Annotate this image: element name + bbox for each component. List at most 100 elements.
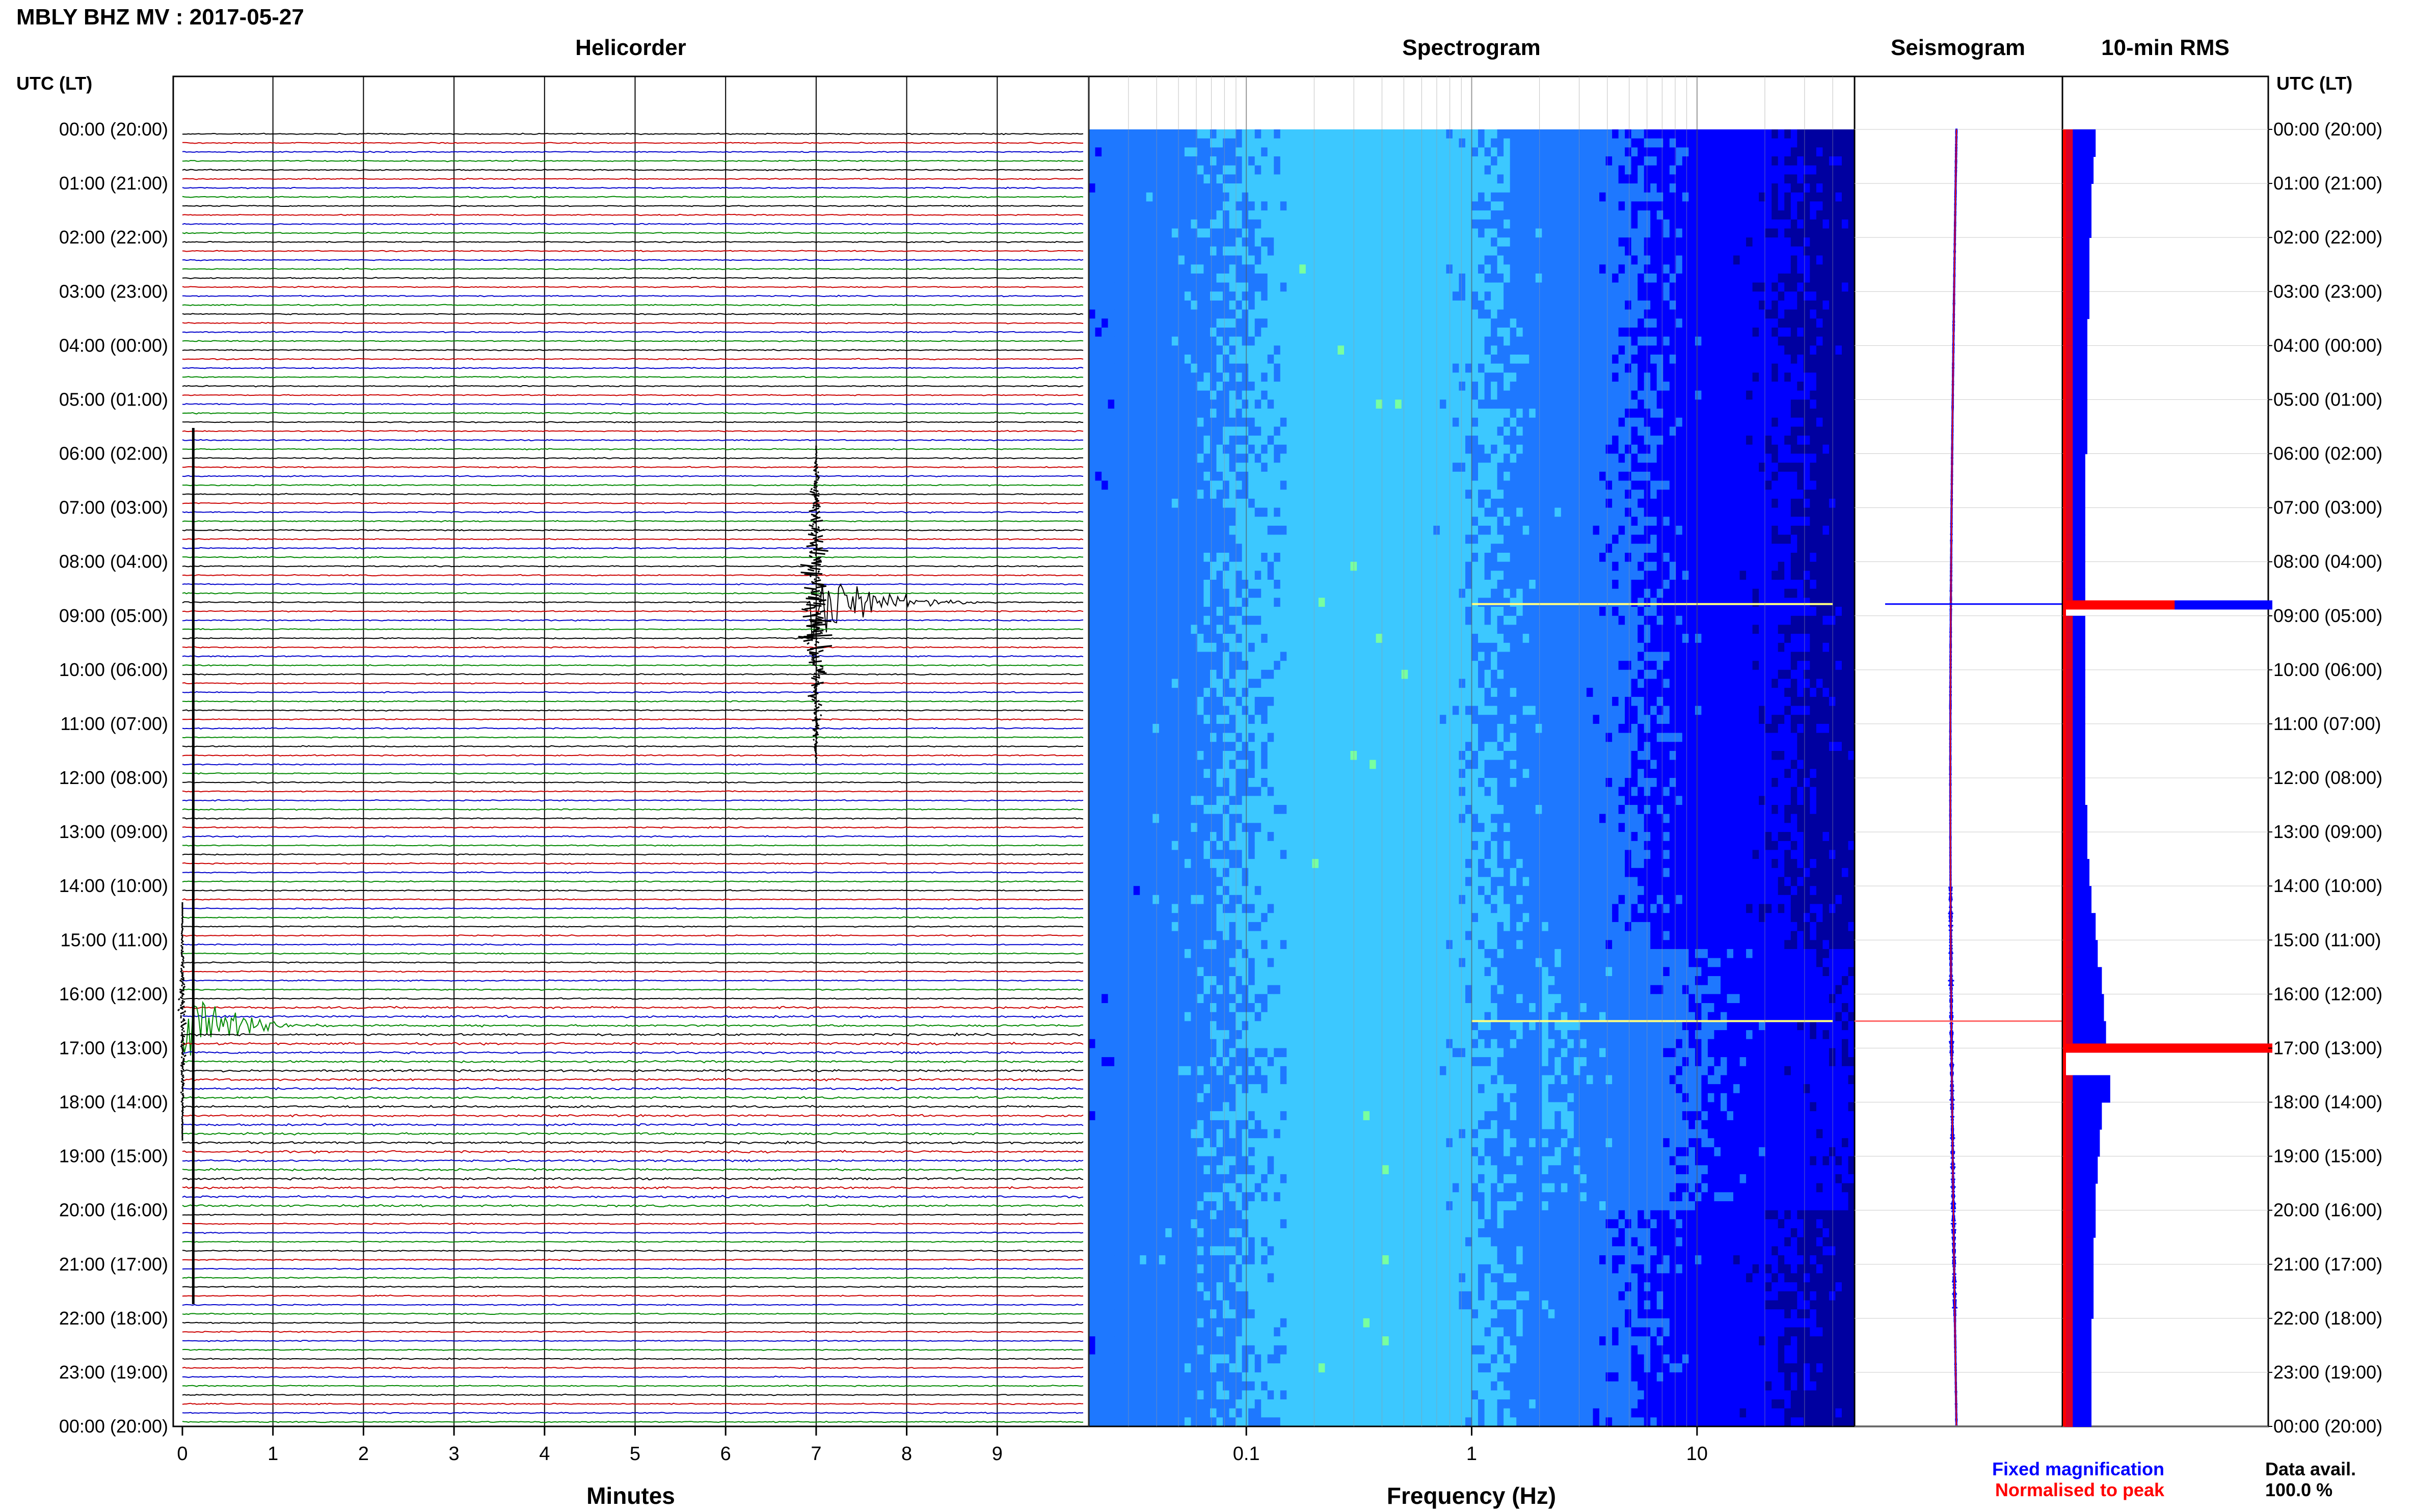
spectrogram-cell: [1261, 391, 1268, 400]
spectrogram-cell: [1280, 787, 1287, 797]
spectrogram-cell: [1293, 1084, 1300, 1094]
spectrogram-cell: [1165, 625, 1172, 634]
spectrogram-cell: [1255, 1201, 1262, 1211]
spectrogram-cell: [1121, 778, 1128, 788]
spectrogram-cell: [1293, 1165, 1300, 1175]
spectrogram-cell: [1217, 291, 1223, 301]
spectrogram-cell: [1121, 1165, 1128, 1175]
spectrogram-cell: [1274, 256, 1280, 265]
spectrogram-cell: [1191, 562, 1197, 572]
spectrogram-cell: [1102, 1336, 1108, 1346]
spectrogram-cell: [1197, 1390, 1204, 1400]
spectrogram-cell: [1210, 1255, 1217, 1265]
spectrogram-cell: [1261, 1066, 1268, 1076]
spectrogram-cell: [1140, 1291, 1146, 1301]
spectrogram-cell: [1185, 976, 1191, 986]
spectrogram-cell: [1127, 481, 1134, 491]
spectrogram-cell: [1134, 877, 1140, 887]
spectrogram-cell: [1134, 201, 1140, 211]
spectrogram-cell: [1274, 940, 1280, 950]
spectrogram-cell: [1172, 490, 1178, 499]
spectrogram-cell: [1255, 328, 1262, 337]
spectrogram-cell: [1185, 886, 1191, 896]
spectrogram-cell: [1242, 562, 1249, 572]
spectrogram-cell: [1268, 1030, 1274, 1040]
spectrogram-cell: [1255, 679, 1262, 689]
spectrogram-cell: [1140, 940, 1146, 950]
spectrogram-cell: [1210, 1210, 1217, 1220]
spectrogram-cell: [1248, 1409, 1255, 1418]
spectrogram-cell: [1255, 156, 1262, 166]
spectrogram-cell: [1159, 1156, 1166, 1166]
spectrogram-cell: [1121, 364, 1128, 373]
spectrogram-cell: [1089, 1120, 1095, 1130]
spectrogram-cell: [1268, 949, 1274, 959]
spectrogram-cell: [1210, 679, 1217, 689]
spectrogram-cell: [1274, 1355, 1280, 1364]
spectrogram-cell: [1223, 913, 1229, 923]
spectrogram-cell: [1127, 454, 1134, 464]
spectrogram-cell: [1261, 724, 1268, 734]
spectrogram-cell: [1108, 769, 1115, 778]
spectrogram-cell: [1280, 310, 1287, 319]
spectrogram-cell: [1242, 1264, 1249, 1274]
spectrogram-cell: [1152, 994, 1159, 1004]
spectrogram-cell: [1210, 607, 1217, 616]
spectrogram-cell: [1108, 562, 1115, 572]
spectrogram-cell: [1159, 715, 1166, 724]
spectrogram-cell: [1274, 237, 1280, 247]
spectrogram-cell: [1210, 1120, 1217, 1130]
spectrogram-cell: [1268, 193, 1274, 202]
spectrogram-cell: [1089, 372, 1095, 382]
spectrogram-cell: [1165, 382, 1172, 391]
spectrogram-cell: [1102, 850, 1108, 859]
spectrogram-cell: [1121, 733, 1128, 743]
spectrogram-cell: [1274, 318, 1280, 328]
spectrogram-cell: [1229, 445, 1236, 454]
spectrogram-cell: [1261, 535, 1268, 545]
spectrogram-cell: [1121, 1301, 1128, 1310]
spectrogram-cell: [1210, 364, 1217, 373]
spectrogram-cell: [1197, 508, 1204, 518]
spectrogram-cell: [1261, 823, 1268, 832]
spectrogram-cell: [1217, 345, 1223, 355]
spectrogram-cell: [1108, 1156, 1115, 1166]
spectrogram-cell: [1217, 301, 1223, 310]
spectrogram-cell: [1146, 868, 1153, 878]
spectrogram-cell: [1185, 156, 1191, 166]
spectrogram-cell: [1268, 264, 1274, 274]
spectrogram-cell: [1159, 1246, 1166, 1256]
spectrogram-cell: [1146, 841, 1153, 851]
spectrogram-cell: [1248, 210, 1255, 220]
spectrogram-cell: [1095, 183, 1102, 193]
spectrogram-cell: [1217, 760, 1223, 770]
spectrogram-cell: [1236, 418, 1242, 427]
spectrogram-cell: [1293, 1111, 1300, 1121]
spectrogram-cell: [1159, 355, 1166, 364]
spectrogram-cell: [1236, 1301, 1242, 1310]
spectrogram-cell: [1210, 994, 1217, 1004]
spectrogram-cell: [1293, 382, 1300, 391]
spectrogram-cell: [1108, 310, 1115, 319]
spectrogram-cell: [1255, 715, 1262, 724]
spectrogram-cell: [1114, 1165, 1121, 1175]
spectrogram-cell: [1223, 1012, 1229, 1022]
spectrogram-cell: [1140, 210, 1146, 220]
spectrogram-cell: [1140, 985, 1146, 995]
spectrogram-cell: [1178, 1183, 1185, 1193]
spectrogram-cell: [1223, 1183, 1229, 1193]
spectrogram-cell: [1236, 1345, 1242, 1355]
spectrogram-cell: [1261, 913, 1268, 923]
spectrogram-cell: [1152, 832, 1159, 842]
spectrogram-cell: [1268, 679, 1274, 689]
spectrogram-cell: [1236, 931, 1242, 941]
spectrogram-cell: [1261, 1165, 1268, 1175]
spectrogram-cell: [1223, 652, 1229, 662]
spectrogram-cell: [1293, 580, 1300, 589]
spectrogram-cell: [1286, 1003, 1293, 1013]
spectrogram-cell: [1293, 247, 1300, 256]
spectrogram-cell: [1242, 850, 1249, 859]
spectrogram-cell: [1089, 1399, 1095, 1409]
spectrogram-cell: [1286, 850, 1293, 859]
spectrogram-cell: [1261, 183, 1268, 193]
